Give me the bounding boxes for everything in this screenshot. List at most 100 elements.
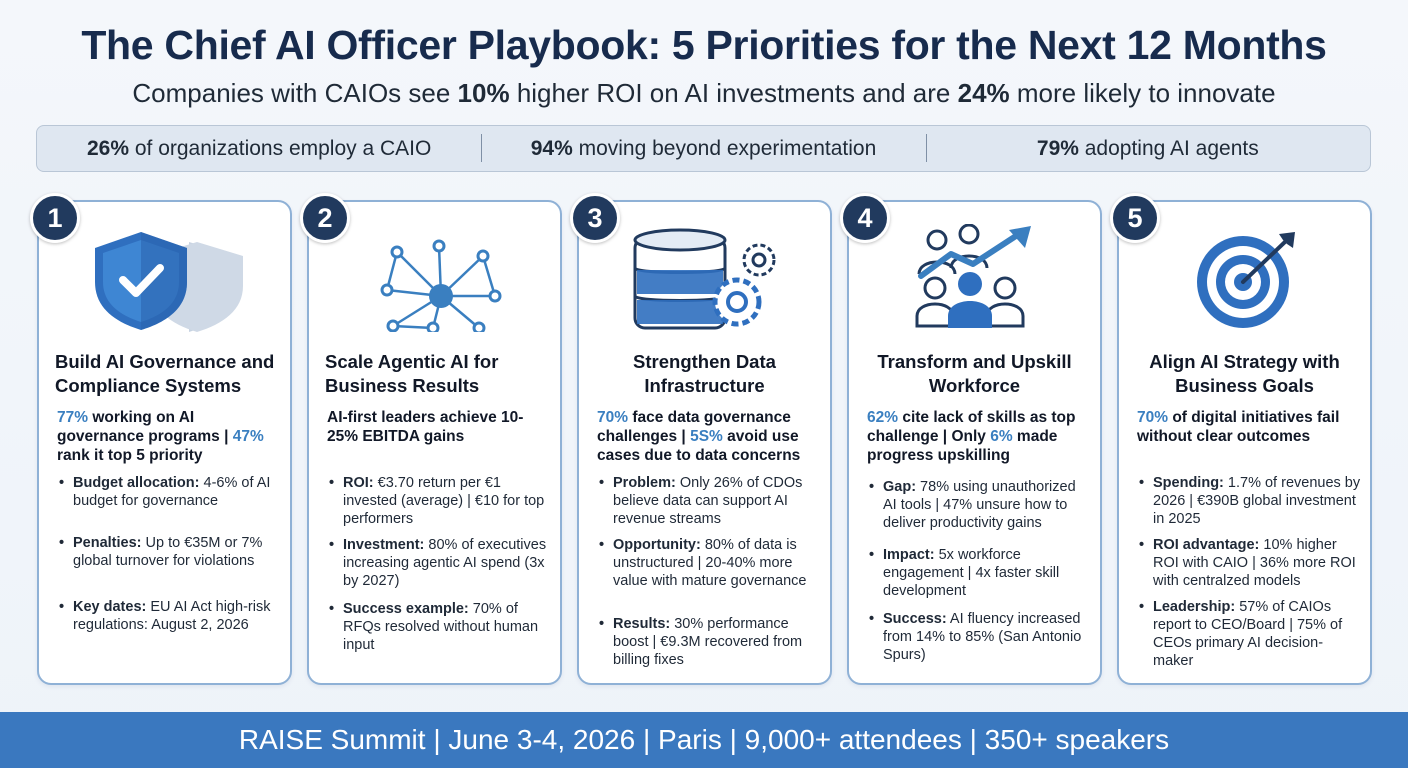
highlight-stat: 47% xyxy=(232,428,264,445)
card-highlight: 77% working on AI governance programs | … xyxy=(57,408,282,465)
card-bullet: Penalties: Up to €35M or 7% global turno… xyxy=(57,534,282,570)
card-bullet: Budget allocation: 4-6% of AI budget for… xyxy=(57,474,282,510)
priority-card-governance: Build AI Governance and Compliance Syste… xyxy=(37,200,292,685)
card-title: Scale Agentic AI for Business Results xyxy=(325,351,499,396)
bullet-label: Budget allocation: xyxy=(73,475,200,491)
card-bullet: Spending: 1.7% of revenues by 2026 | €39… xyxy=(1137,474,1362,528)
bullet-text: 4-6% of AI budget for governance xyxy=(73,475,271,509)
target-arrow-icon xyxy=(1197,232,1295,328)
card-highlight: 70% of digital initiatives fail without … xyxy=(1137,408,1362,446)
bullet-text: 70% of RFQs resolved without human input xyxy=(343,601,539,653)
priority-number-badge: 2 xyxy=(300,193,350,243)
highlight-text: rank it top 5 priority xyxy=(57,447,203,464)
subtitle-text: Companies with CAIOs see xyxy=(132,78,458,108)
card-title: Build AI Governance and Compliance Syste… xyxy=(55,351,275,396)
bullet-label: Success: xyxy=(883,611,947,627)
stat-value: 26% xyxy=(86,136,130,160)
bullet-label: Impact: xyxy=(883,547,935,563)
priority-card-data: Strengthen Data Infrastructure 70% face … xyxy=(577,200,832,685)
bullet-text: AI fluency increased from 14% to 85% (Sa… xyxy=(883,611,1082,663)
stat-text: of organizations employ a CAIO xyxy=(129,136,432,160)
priority-card-strategy: Align AI Strategy with Business Goals 70… xyxy=(1117,200,1372,685)
card-highlight: 62% cite lack of skills as top challenge… xyxy=(867,408,1092,465)
bullet-label: Penalties: xyxy=(73,535,142,551)
bullet-label: Results: xyxy=(613,616,671,632)
card-bullet: ROI advantage: 10% higher ROI with CAIO … xyxy=(1137,536,1362,590)
card-bullet: Opportunity: 80% of data is unstructured… xyxy=(597,536,822,590)
bullet-text: 80% of data is unstructured | 20-40% mor… xyxy=(613,537,807,589)
highlight-text: face data governance challenges | xyxy=(597,409,791,445)
highlight-text: avoid use cases due to data concerns xyxy=(597,428,801,464)
priority-number-badge: 1 xyxy=(30,193,80,243)
highlight-stat: 77% xyxy=(57,409,89,426)
card-bullet: Success: AI fluency increased from 14% t… xyxy=(867,610,1092,664)
bullet-label: Investment: xyxy=(343,537,425,553)
bullet-label: ROI advantage: xyxy=(1153,537,1260,553)
stat-value: 79% xyxy=(1036,136,1079,160)
highlight-stat: 70% xyxy=(597,409,629,426)
card-title: Align AI Strategy with Business Goals xyxy=(1149,351,1340,396)
highlight-stat: 62% xyxy=(867,409,899,426)
card-highlight: AI-first leaders achieve 10-25% EBITDA g… xyxy=(327,408,552,446)
bullet-text: 57% of CAIOs report to CEO/Board | 75% o… xyxy=(1153,599,1343,669)
card-bullet: ROI: €3.70 return per €1 invested (avera… xyxy=(327,474,552,528)
highlight-text: made progress upskilling xyxy=(867,428,1058,464)
bullet-text: Only 26% of CDOs believe data can suppor… xyxy=(613,475,803,527)
bullet-text: 30% performance boost | €9.3M recovered … xyxy=(613,616,803,668)
highlight-stat: 70% xyxy=(1137,409,1169,426)
page-title: The Chief AI Officer Playbook: 5 Priorit… xyxy=(81,22,1327,68)
stat-experimentation: 94% moving beyond experimentation xyxy=(481,133,925,162)
priority-number-badge: 5 xyxy=(1110,193,1160,243)
card-title: Transform and Upskill Workforce xyxy=(877,351,1072,396)
bullet-text: 80% of executives increasing agentic AI … xyxy=(343,537,547,589)
card-highlight: 70% face data governance challenges | 5S… xyxy=(597,408,822,465)
bullet-text: 1.7% of revenues by 2026 | €390B global … xyxy=(1153,475,1361,527)
bullet-text: 5x workforce engagement | 4x faster skil… xyxy=(883,547,1060,599)
card-bullet: Gap: 78% using unauthorized AI tools | 4… xyxy=(867,478,1092,532)
stat-caio: 26% of organizations employ a CAIO xyxy=(37,137,481,161)
card-bullet: Success example: 70% of RFQs resolved wi… xyxy=(327,600,552,654)
priority-card-agentic: Scale Agentic AI for Business Results AI… xyxy=(307,200,562,685)
subtitle-stat-roi: 10% xyxy=(457,78,510,108)
bullet-label: ROI: xyxy=(343,475,374,491)
bullet-text: 78% using unauthorized AI tools | 47% un… xyxy=(883,479,1076,531)
bullet-label: Problem: xyxy=(613,475,676,491)
network-nodes-icon xyxy=(380,239,502,332)
stats-bar: 26% of organizations employ a CAIO 94% m… xyxy=(36,125,1371,172)
subtitle-text: more likely to innovate xyxy=(1009,78,1276,108)
bullet-text: Up to €35M or 7% global turnover for vio… xyxy=(73,535,263,569)
card-bullet: Impact: 5x workforce engagement | 4x fas… xyxy=(867,546,1092,600)
bullet-label: Spending: xyxy=(1153,475,1224,491)
stat-agents: 79% adopting AI agents xyxy=(925,133,1370,162)
highlight-stat: 6% xyxy=(990,428,1013,445)
bullet-label: Leadership: xyxy=(1153,599,1236,615)
highlight-text: of digital initiatives fail without clea… xyxy=(1137,409,1340,445)
database-gears-icon xyxy=(633,228,776,330)
stat-text: adopting AI agents xyxy=(1078,136,1259,160)
highlight-stat: 5S% xyxy=(690,428,723,445)
bullet-text: 10% higher ROI with CAIO | 36% more ROI … xyxy=(1153,537,1356,589)
card-bullet: Results: 30% performance boost | €9.3M r… xyxy=(597,615,822,669)
bullet-label: Success example: xyxy=(343,601,469,617)
stat-text: moving beyond experimentation xyxy=(572,136,877,160)
priority-number-badge: 4 xyxy=(840,193,890,243)
stat-value: 94% xyxy=(530,136,573,160)
bullet-label: Opportunity: xyxy=(613,537,701,553)
card-bullet: Key dates: EU AI Act high-risk regulatio… xyxy=(57,598,282,634)
page-subtitle: Companies with CAIOs see 10% higher ROI … xyxy=(0,78,1408,109)
people-growth-icon xyxy=(915,224,1031,328)
bullet-label: Key dates: xyxy=(73,599,147,615)
card-bullet: Leadership: 57% of CAIOs report to CEO/B… xyxy=(1137,598,1362,670)
subtitle-text: higher ROI on AI investments and are xyxy=(509,78,958,108)
event-footer-banner: RAISE Summit | June 3-4, 2026 | Paris | … xyxy=(0,712,1408,768)
card-bullet: Investment: 80% of executives increasing… xyxy=(327,536,552,590)
priority-number-badge: 3 xyxy=(570,193,620,243)
bullet-label: Gap: xyxy=(883,479,917,495)
subtitle-stat-innovate: 24% xyxy=(957,78,1010,108)
highlight-text: AI-first leaders achieve 10-25% EBITDA g… xyxy=(327,409,524,445)
priority-card-workforce: Transform and Upskill Workforce 62% cite… xyxy=(847,200,1102,685)
highlight-text: cite lack of skills as top challenge | O… xyxy=(867,409,1076,445)
card-bullet: Problem: Only 26% of CDOs believe data c… xyxy=(597,474,822,528)
highlight-text: working on AI governance programs | xyxy=(57,409,233,445)
shield-check-icon xyxy=(95,232,243,332)
